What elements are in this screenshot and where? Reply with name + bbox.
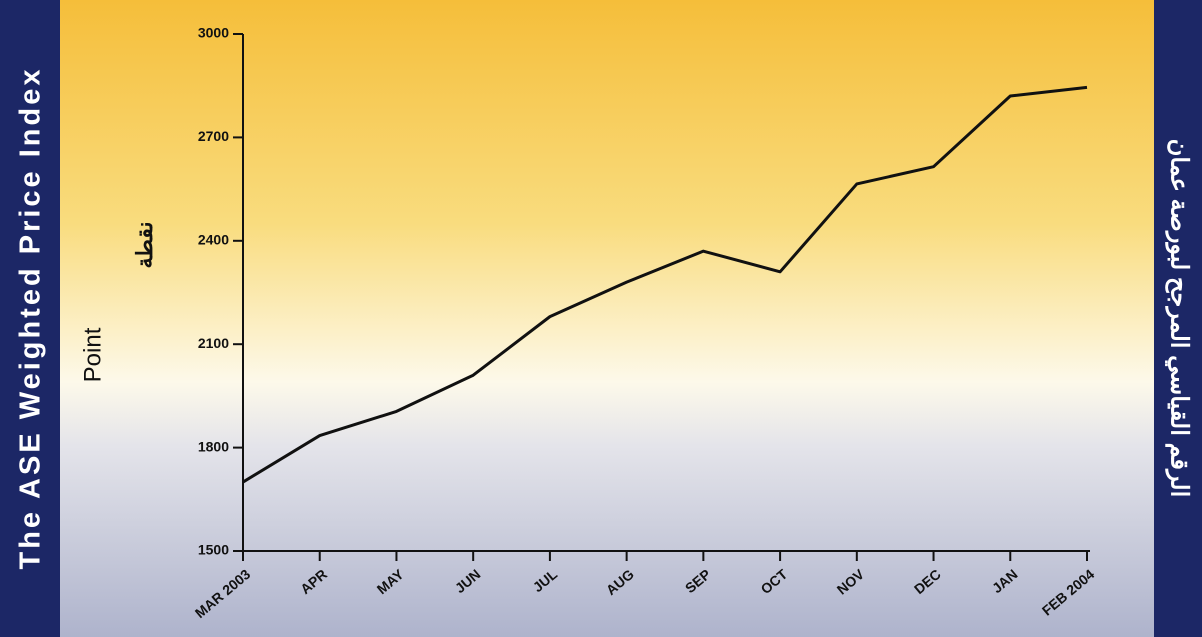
y-axis-label: Point bbox=[79, 327, 106, 382]
y-tick-label: 2700 bbox=[198, 128, 229, 144]
y-tick-label: 3000 bbox=[198, 25, 229, 41]
line bbox=[242, 85, 1088, 484]
y-tick-label: 2400 bbox=[198, 232, 229, 248]
y-axis-label-arabic: نقطة bbox=[132, 221, 157, 268]
left-band bbox=[0, 0, 60, 637]
y-tick-label: 1500 bbox=[198, 542, 229, 558]
y-tick-label: 2100 bbox=[198, 335, 229, 351]
right-band bbox=[1154, 0, 1202, 637]
chart-title-arabic: الرقم القياسي المرجح لبورصة عمان bbox=[1165, 139, 1193, 497]
y-tick-label: 1800 bbox=[198, 438, 229, 454]
chart-title: The ASE Weighted Price Index bbox=[15, 67, 47, 570]
